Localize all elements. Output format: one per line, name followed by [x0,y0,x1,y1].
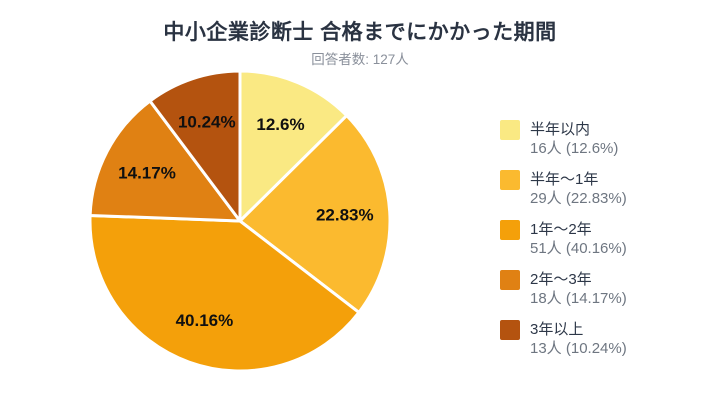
legend-swatch-4 [500,320,520,340]
pie-slice-label-4: 10.24% [178,112,236,131]
legend-swatch-1 [500,170,520,190]
legend-label-4: 3年以上 [530,321,584,338]
pie-slice-3[interactable] [88,99,242,223]
legend-item-0[interactable]: 半年以内 16人 (12.6%) [500,120,627,158]
pie-slice-1[interactable] [238,114,392,314]
legend-label-2: 1年〜2年 [530,221,592,238]
legend-item-4[interactable]: 3年以上 13人 (10.24%) [500,320,627,358]
legend-value-4: 13人 (10.24%) [530,340,627,357]
chart-title: 中小企業診断士 合格までにかかった期間 [163,21,557,44]
legend-swatch-2 [500,220,520,240]
legend-swatch-0 [500,120,520,140]
pie-slice-label-3: 14.17% [118,163,176,182]
legend-value-3: 18人 (14.17%) [530,290,627,307]
pie-slice-0[interactable] [238,69,349,223]
legend-swatch-3 [500,270,520,290]
legend-label-3: 2年〜3年 [530,271,592,288]
legend-value-2: 51人 (40.16%) [530,240,627,257]
legend: 半年以内 16人 (12.6%) 半年〜1年 29人 (22.83%) 1年〜2… [500,120,627,358]
pie-slice-2[interactable] [88,213,361,373]
pie-slice-4[interactable] [148,69,242,223]
pie-slice-label-0: 12.6% [256,115,304,134]
legend-label-1: 半年〜1年 [530,171,599,188]
legend-value-1: 29人 (22.83%) [530,190,627,207]
pie-slice-label-1: 22.83% [316,206,374,225]
legend-value-0: 16人 (12.6%) [530,140,619,157]
legend-item-3[interactable]: 2年〜3年 18人 (14.17%) [500,270,627,308]
pie-slice-label-2: 40.16% [176,311,234,330]
chart-subtitle: 回答者数: 127人 [311,52,409,67]
legend-item-1[interactable]: 半年〜1年 29人 (22.83%) [500,170,627,208]
legend-label-0: 半年以内 [530,121,591,138]
legend-item-2[interactable]: 1年〜2年 51人 (40.16%) [500,220,627,258]
